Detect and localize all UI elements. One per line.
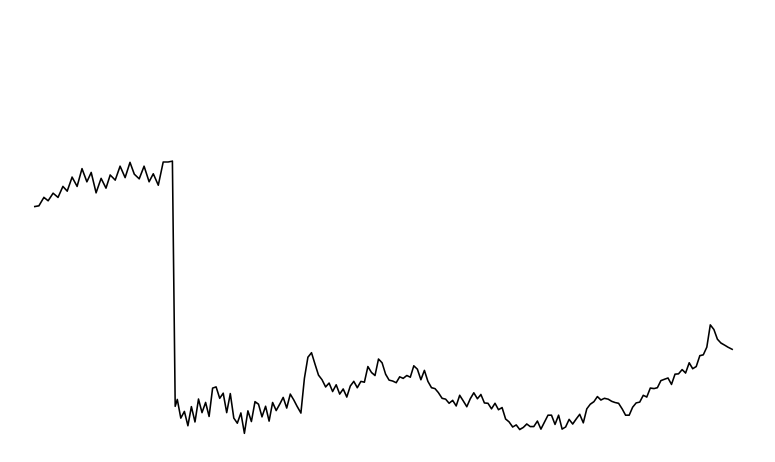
series-line-0 [33,160,734,435]
series-layer [33,160,734,435]
